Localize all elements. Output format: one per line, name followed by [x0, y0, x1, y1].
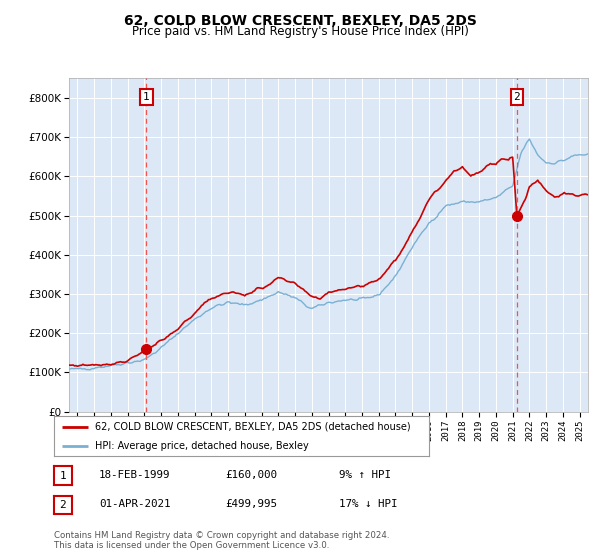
Text: Price paid vs. HM Land Registry's House Price Index (HPI): Price paid vs. HM Land Registry's House …: [131, 25, 469, 38]
Text: HPI: Average price, detached house, Bexley: HPI: Average price, detached house, Bexl…: [95, 441, 309, 450]
Text: 17% ↓ HPI: 17% ↓ HPI: [339, 499, 397, 509]
Text: 1: 1: [59, 471, 67, 480]
Text: 62, COLD BLOW CRESCENT, BEXLEY, DA5 2DS (detached house): 62, COLD BLOW CRESCENT, BEXLEY, DA5 2DS …: [95, 422, 411, 432]
Text: 2: 2: [59, 500, 67, 510]
Text: £160,000: £160,000: [225, 470, 277, 480]
Text: 2: 2: [514, 92, 520, 102]
Text: 9% ↑ HPI: 9% ↑ HPI: [339, 470, 391, 480]
Text: 18-FEB-1999: 18-FEB-1999: [99, 470, 170, 480]
Text: 01-APR-2021: 01-APR-2021: [99, 499, 170, 509]
Text: 62, COLD BLOW CRESCENT, BEXLEY, DA5 2DS: 62, COLD BLOW CRESCENT, BEXLEY, DA5 2DS: [124, 14, 476, 28]
Text: £499,995: £499,995: [225, 499, 277, 509]
Text: 1: 1: [143, 92, 150, 102]
Text: Contains HM Land Registry data © Crown copyright and database right 2024.
This d: Contains HM Land Registry data © Crown c…: [54, 531, 389, 550]
